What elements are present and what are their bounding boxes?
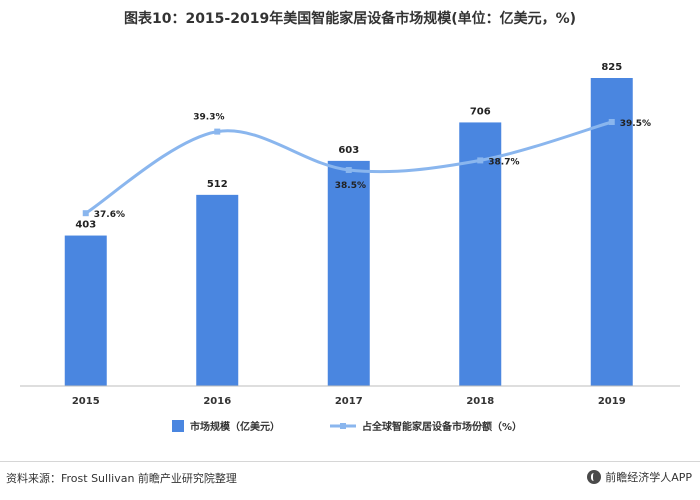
bar-value-label-2017: 603 <box>338 145 359 156</box>
bar-value-label-2016: 512 <box>207 179 228 190</box>
source-note: 资料来源：Frost Sullivan 前瞻产业研究院整理 <box>6 472 237 485</box>
x-tick-label-2015: 2015 <box>72 396 100 407</box>
share-value-label-2017: 38.5% <box>335 181 366 191</box>
share-point-2016 <box>214 128 221 135</box>
share-point-2017 <box>345 167 352 173</box>
share-value-label-2016: 39.3% <box>193 113 224 123</box>
brand-label: 前瞻经济学人APP <box>605 471 692 484</box>
chart-title: 图表10：2015-2019年美国智能家居设备市场规模(单位：亿美元，%) <box>123 11 577 27</box>
x-tick-label-2017: 2017 <box>335 396 363 407</box>
x-tick-label-2019: 2019 <box>598 396 626 407</box>
share-value-label-2019: 39.5% <box>620 119 651 129</box>
legend-label-market-size: 市场规模（亿美元） <box>190 420 280 433</box>
brand-logo-icon <box>587 470 602 484</box>
share-value-label-2018: 38.7% <box>488 157 519 167</box>
footer-divider <box>0 461 700 462</box>
combo-chart: 2015 2016 2017 2018 2019 403 512 603 706 825 37.6… <box>20 62 680 433</box>
bar-2017 <box>327 160 370 386</box>
bar-value-label-2019: 825 <box>601 62 622 73</box>
share-point-2018 <box>477 157 484 164</box>
legend-marker-share <box>340 423 346 429</box>
bar-2019 <box>590 78 633 386</box>
x-tick-label-2018: 2018 <box>466 396 494 407</box>
bar-2018 <box>459 122 502 386</box>
brand-credit: 前瞻经济学人APP <box>587 469 692 485</box>
bar-2015 <box>64 235 107 386</box>
bar-2016 <box>196 194 239 386</box>
bar-value-label-2018: 706 <box>470 106 491 117</box>
legend-swatch-market-size <box>172 420 184 432</box>
legend-label-share: 占全球智能家居设备市场份额（%） <box>362 420 522 433</box>
bar-value-label-2015: 403 <box>75 220 96 231</box>
share-value-label-2015: 37.6% <box>94 210 125 220</box>
x-tick-label-2016: 2016 <box>203 396 231 407</box>
share-point-2019 <box>608 119 615 125</box>
share-point-2015 <box>82 210 89 217</box>
